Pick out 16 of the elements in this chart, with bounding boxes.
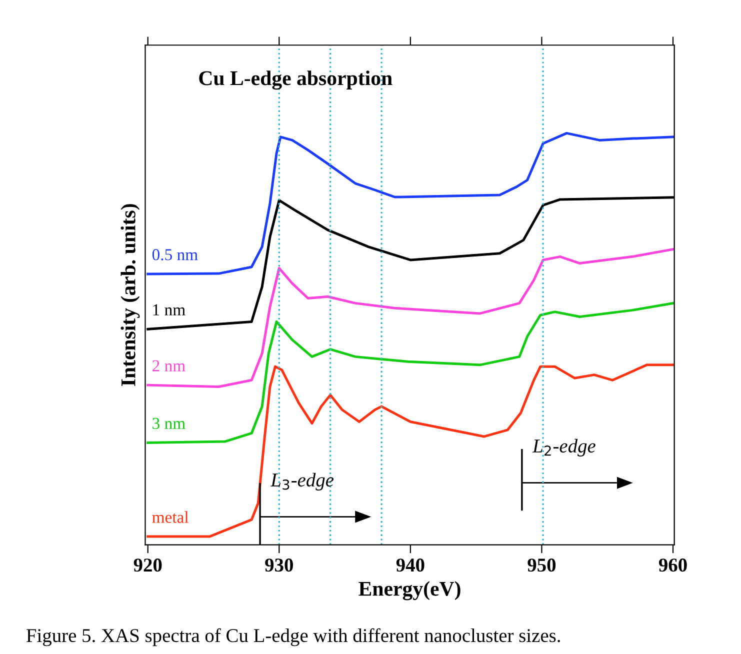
- x-tick-label: 950: [528, 558, 556, 572]
- x-tick-label: 920: [134, 558, 162, 572]
- x-tick-label: 960: [658, 558, 687, 572]
- series-label: 2 nm: [152, 360, 186, 372]
- caption: Figure 5. XAS spectra of Cu L-edge with different nanocluster sizes.: [26, 628, 560, 646]
- annotation: L$_{3}$-edge: [270, 472, 334, 491]
- text: Cu L-edge absorption: [199, 70, 392, 90]
- y-axis-title: Intensity (arb. units): [120, 204, 140, 386]
- annotation: L$_{2}$-edge: [532, 438, 596, 457]
- series-label: 1 nm: [153, 304, 186, 316]
- x-axis-title: Energy(eV): [358, 581, 460, 600]
- x-tick-label: 930: [265, 558, 293, 572]
- series-label: metal: [152, 511, 188, 523]
- series-label: 3 nm: [152, 418, 186, 430]
- x-tick-label: 940: [396, 558, 424, 572]
- series-label: 0.5 nm: [152, 249, 198, 260]
